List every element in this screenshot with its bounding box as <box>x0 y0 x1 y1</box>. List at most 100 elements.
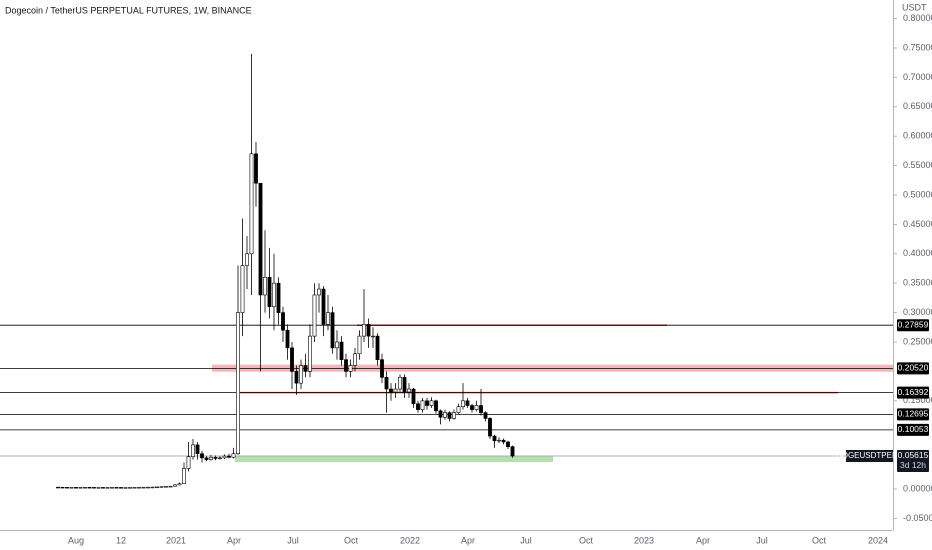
candle-body <box>312 294 317 337</box>
candle-body <box>389 388 393 393</box>
y-tick-label: 0.00000 <box>903 483 932 493</box>
candle-body <box>492 435 497 442</box>
candle-body <box>380 359 384 378</box>
candle-body <box>105 487 110 489</box>
candle-body <box>240 265 245 313</box>
candle-body <box>186 456 191 469</box>
candle-body <box>231 453 236 458</box>
candle-body <box>69 487 74 489</box>
level-label-box <box>897 319 929 332</box>
candle-body <box>173 484 177 487</box>
candle-body <box>443 412 447 418</box>
candle-body <box>281 312 285 331</box>
x-tick-label: Oct <box>812 535 827 545</box>
candle-body <box>110 487 114 489</box>
level-label-box <box>897 408 929 421</box>
candle-body <box>128 487 132 489</box>
candle-body <box>218 457 222 459</box>
candle-body <box>384 376 389 390</box>
candle-body <box>398 376 402 390</box>
candle-body <box>506 441 510 447</box>
symbol-label-box <box>846 449 893 462</box>
candle-body <box>353 353 357 366</box>
candle-body <box>420 400 425 410</box>
candle-body <box>429 400 434 406</box>
candle-body <box>101 487 105 489</box>
candle-body <box>96 487 101 489</box>
candle-body <box>407 388 411 393</box>
candle-body <box>191 444 195 457</box>
candle-body <box>56 486 60 489</box>
candle-body <box>483 412 488 419</box>
candle-body <box>141 486 146 489</box>
candle-body <box>357 335 362 355</box>
candle-body <box>177 483 182 486</box>
candle-body <box>254 153 258 184</box>
candle-body <box>123 487 128 489</box>
candle-body <box>137 487 141 489</box>
candle-body <box>222 455 227 459</box>
candle-body <box>317 288 321 296</box>
x-tick-label: Jul <box>756 535 768 545</box>
candle-body <box>479 405 483 413</box>
x-tick-label: 2023 <box>634 535 654 545</box>
candle-body <box>308 335 312 372</box>
candle-body <box>348 365 353 372</box>
candle-body <box>65 487 69 489</box>
candle-body <box>92 487 96 489</box>
level-label: 0.12695 <box>898 409 929 419</box>
candle-body <box>227 455 231 458</box>
candle-body <box>272 282 276 308</box>
candle-body <box>488 418 492 437</box>
level-label: 0.16392 <box>898 387 929 397</box>
candle-body <box>456 406 461 413</box>
candle-body <box>402 376 407 393</box>
zone <box>235 456 553 463</box>
candle-body <box>326 312 330 325</box>
y-tick-label: -0.05000 <box>903 513 932 523</box>
candle-body <box>168 485 173 488</box>
candle-body <box>263 277 267 296</box>
x-tick-label: Jul <box>520 535 532 545</box>
candle-body <box>159 486 164 488</box>
candle-body <box>119 487 123 489</box>
candle-body <box>501 439 506 443</box>
x-tick-label: Jul <box>287 535 299 545</box>
x-tick-label: 12 <box>116 535 126 545</box>
candle-body <box>60 486 65 489</box>
candle-body <box>474 405 479 410</box>
level-label: 0.27859 <box>898 319 929 329</box>
candle-body <box>213 456 218 459</box>
candle-body <box>114 487 119 489</box>
candle-body <box>510 446 515 457</box>
x-tick-label: Oct <box>579 535 594 545</box>
candle-body <box>447 412 452 419</box>
x-tick-label: 2022 <box>400 535 420 545</box>
candle-body <box>155 486 159 489</box>
x-tick-label: Aug <box>68 535 84 545</box>
x-tick-label: Apr <box>696 535 710 545</box>
candle-body <box>285 329 290 349</box>
y-axis-unit: USDT <box>902 2 927 12</box>
candle-body <box>290 347 294 372</box>
candle-body <box>195 444 200 455</box>
candle-body <box>375 335 380 360</box>
candle-body <box>236 312 240 455</box>
candle-body <box>132 487 137 489</box>
candle-body <box>74 487 78 489</box>
candle-body <box>497 439 501 442</box>
x-tick-label: Apr <box>227 535 241 545</box>
candle-body <box>425 400 429 406</box>
candle-body <box>438 410 443 418</box>
candle-body <box>294 371 299 384</box>
